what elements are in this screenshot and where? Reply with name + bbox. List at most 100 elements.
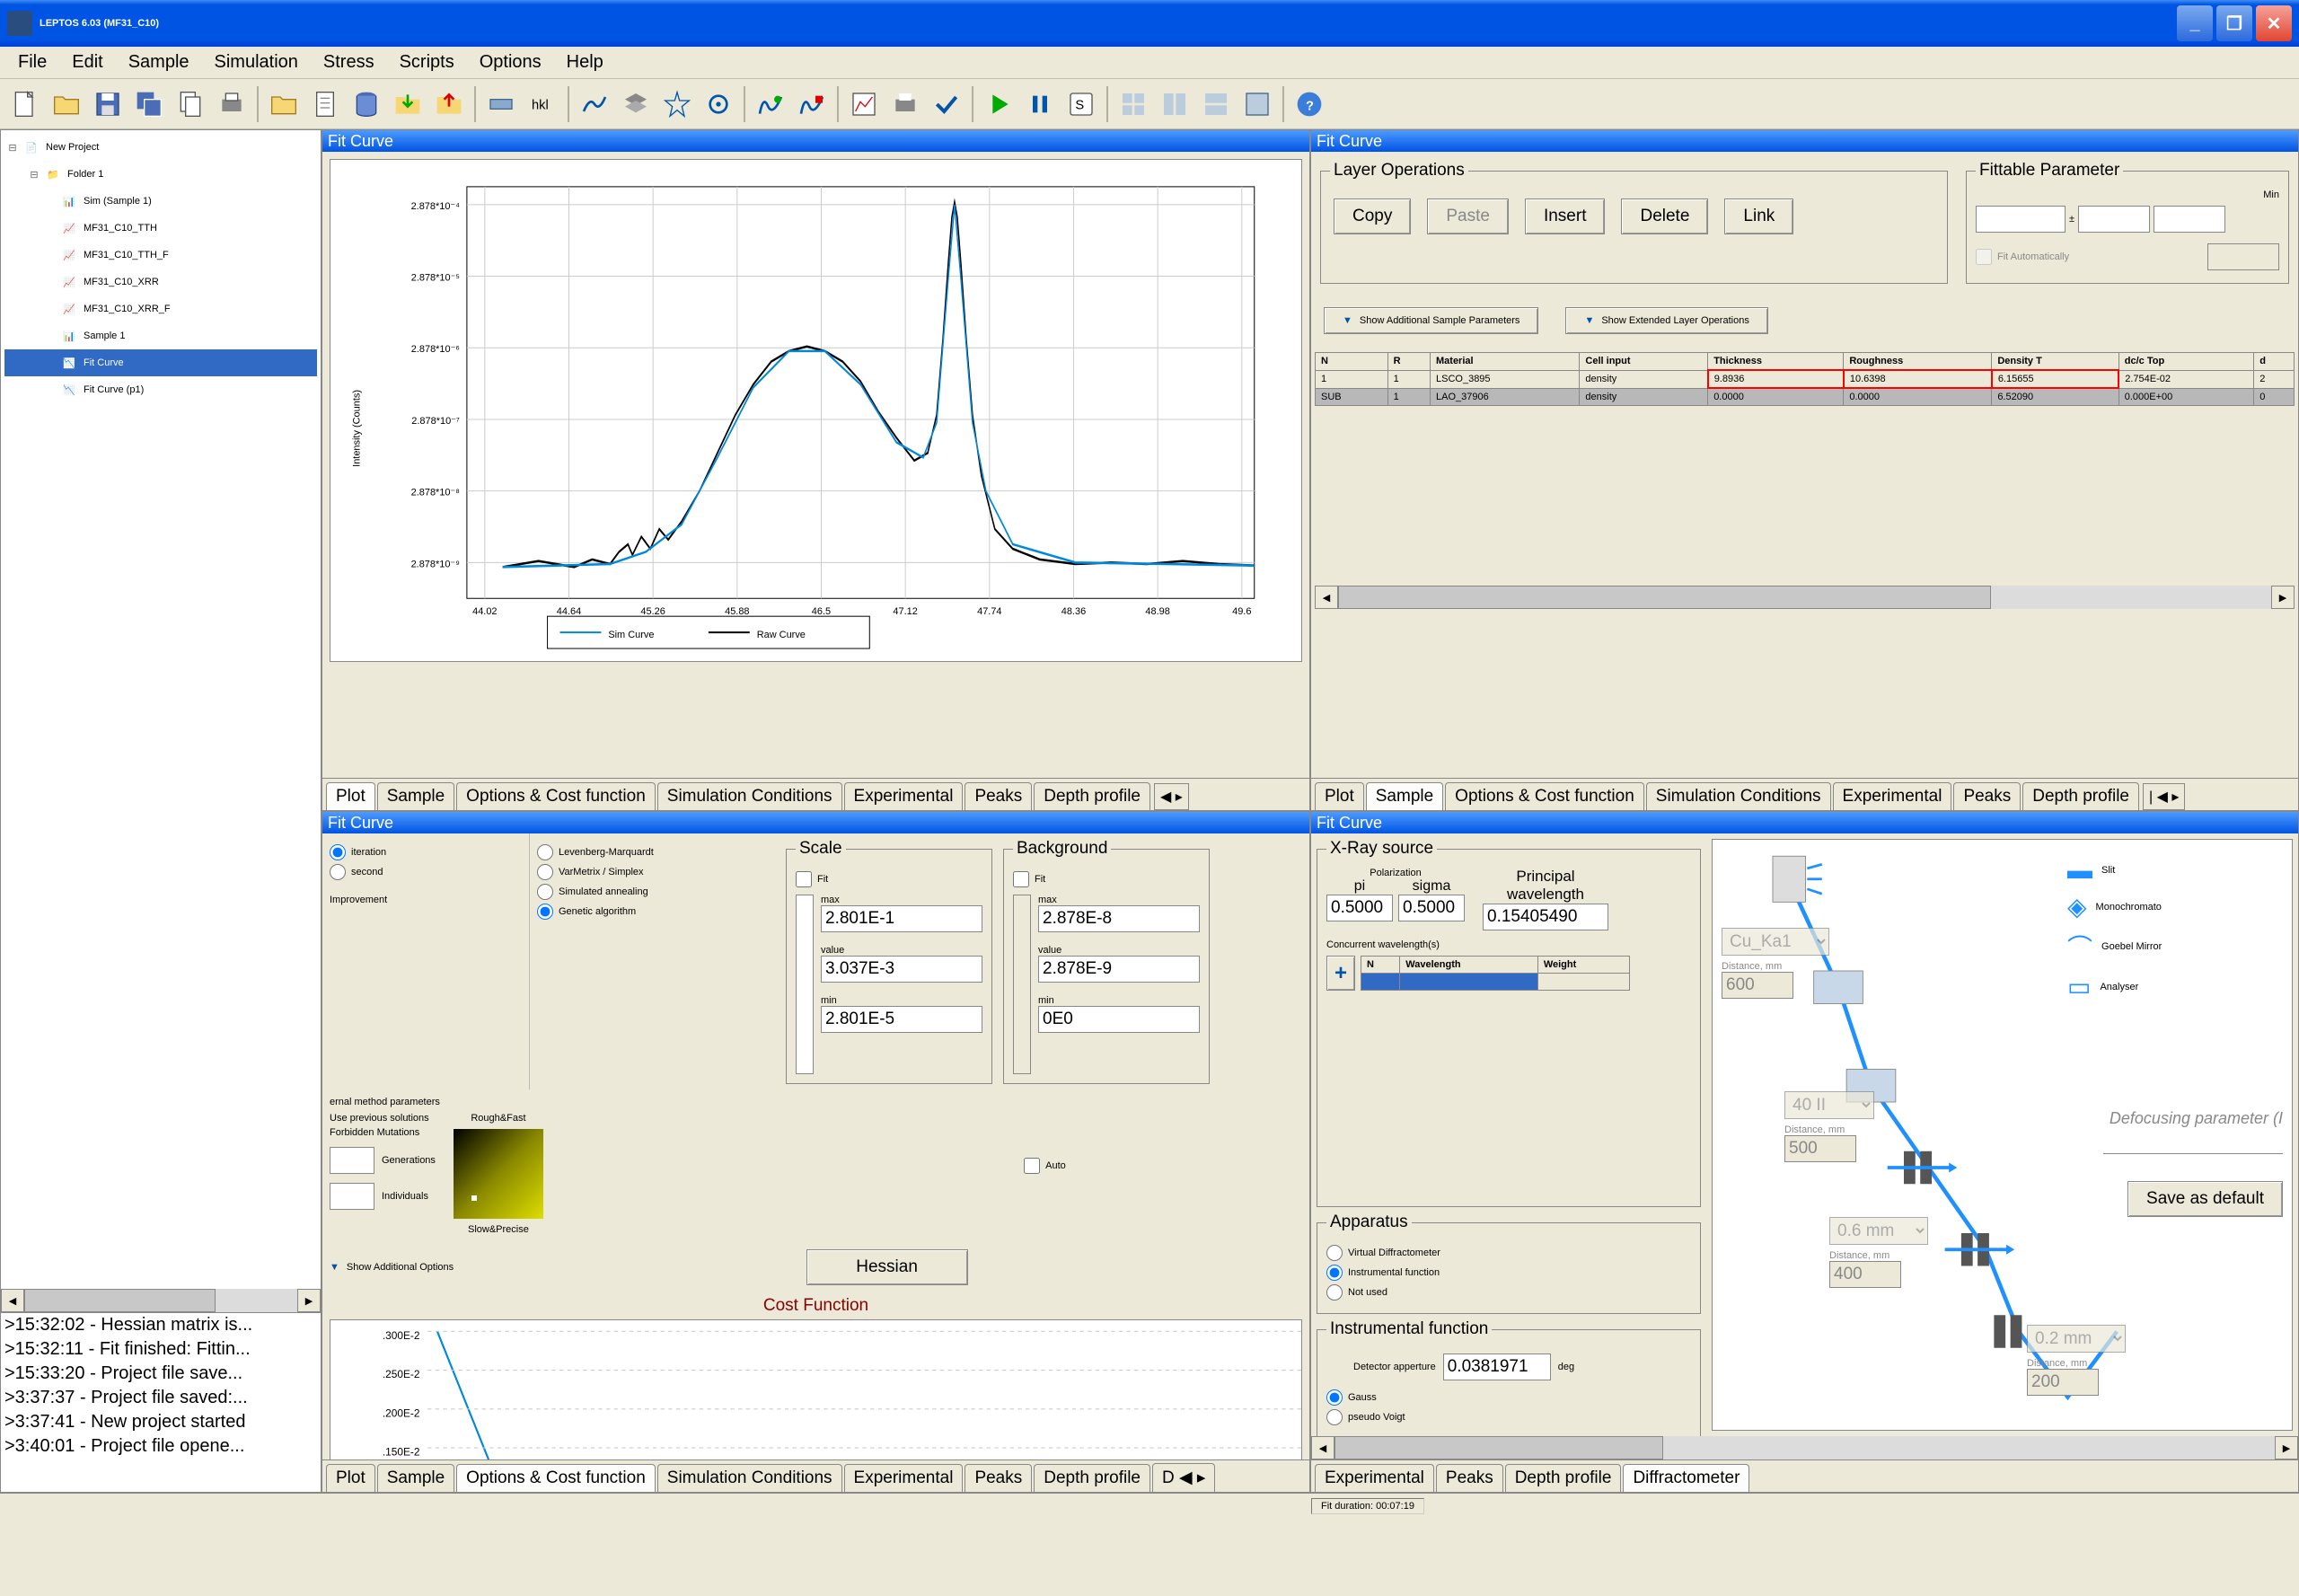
- tool-help[interactable]: ?: [1290, 84, 1329, 124]
- tree-item[interactable]: 📉Fit Curve (p1): [4, 376, 317, 403]
- add-wavelength-button[interactable]: +: [1326, 956, 1355, 991]
- gauss-radio[interactable]: [1326, 1389, 1343, 1406]
- tab-sample[interactable]: Sample: [1366, 782, 1443, 810]
- tool-grid2[interactable]: [1155, 84, 1194, 124]
- menu-sample[interactable]: Sample: [116, 48, 202, 76]
- wavelength-table[interactable]: NWavelengthWeight: [1361, 956, 1630, 991]
- tool-check[interactable]: [927, 84, 966, 124]
- tool-print[interactable]: [212, 84, 251, 124]
- tree-item[interactable]: 📈MF31_C10_XRR: [4, 269, 317, 295]
- bg-fit-checkbox[interactable]: [1013, 871, 1029, 887]
- fit-auto-checkbox[interactable]: [1976, 249, 1992, 265]
- show-layer-ops-button[interactable]: ▼Show Extended Layer Operations: [1565, 307, 1767, 334]
- tree-item[interactable]: 📊Sample 1: [4, 322, 317, 349]
- second-radio[interactable]: [330, 864, 346, 880]
- bg-value-input[interactable]: [1038, 956, 1200, 983]
- tree-scrollbar[interactable]: ◀▶: [1, 1289, 321, 1312]
- fittable-pm-input[interactable]: [2078, 206, 2150, 233]
- tab-nav[interactable]: ◀ ▸: [1154, 783, 1189, 810]
- tree-item[interactable]: 📈MF31_C10_TTH: [4, 215, 317, 242]
- tab-depth-profile[interactable]: Depth profile: [1034, 782, 1150, 810]
- tab-experimental[interactable]: Experimental: [844, 1464, 964, 1492]
- slit-select-3[interactable]: 0.2 mm: [2027, 1325, 2126, 1353]
- tab-simulation-conditions[interactable]: Simulation Conditions: [1646, 782, 1831, 810]
- tool-hkl[interactable]: hkl: [523, 84, 562, 124]
- insert-button[interactable]: Insert: [1525, 198, 1606, 234]
- tab-options-cost-function[interactable]: Options & Cost function: [456, 782, 656, 810]
- tab-peaks[interactable]: Peaks: [965, 1464, 1032, 1492]
- component-item[interactable]: ▭Analyser: [2067, 972, 2283, 1001]
- scale-fit-checkbox[interactable]: [796, 871, 812, 887]
- bg-max-input[interactable]: [1038, 905, 1200, 932]
- tree-root[interactable]: New Project: [46, 142, 99, 153]
- tool-copy[interactable]: [171, 84, 210, 124]
- tool-chart[interactable]: [844, 84, 884, 124]
- generations-input[interactable]: [330, 1147, 374, 1174]
- slit-select-1[interactable]: 40 II: [1784, 1091, 1874, 1119]
- menu-file[interactable]: File: [5, 48, 59, 76]
- tab-sample[interactable]: Sample: [377, 1464, 454, 1492]
- bg-slider[interactable]: [1013, 895, 1031, 1074]
- pi-input[interactable]: [1326, 895, 1393, 921]
- tab-experimental[interactable]: Experimental: [1315, 1464, 1434, 1492]
- tab-options-cost-function[interactable]: Options & Cost function: [1445, 782, 1644, 810]
- tool-run[interactable]: [751, 84, 790, 124]
- tab-options-cost-function[interactable]: Options & Cost function: [456, 1464, 656, 1492]
- source-select[interactable]: Cu_Ka1: [1722, 928, 1829, 956]
- tool-fit[interactable]: [575, 84, 614, 124]
- tab-plot[interactable]: Plot: [326, 782, 375, 810]
- tool-database[interactable]: [347, 84, 386, 124]
- tree-item[interactable]: 📉Fit Curve: [4, 349, 317, 376]
- tab-simulation-conditions[interactable]: Simulation Conditions: [657, 782, 842, 810]
- tool-stop[interactable]: [792, 84, 832, 124]
- apparatus-radio[interactable]: [1326, 1265, 1343, 1281]
- tool-grid4[interactable]: [1238, 84, 1277, 124]
- save-default-button[interactable]: Save as default: [2127, 1181, 2283, 1217]
- detector-apperture-input[interactable]: [1443, 1354, 1551, 1380]
- cost-function-chart[interactable]: .300E-2.250E-2.200E-2.150E-2.100E-2.500E…: [330, 1319, 1302, 1459]
- minimize-button[interactable]: _: [2177, 5, 2213, 41]
- intensity-chart[interactable]: Intensity (Counts) 2.878*10⁻⁴2.878*10⁻⁵2…: [330, 159, 1302, 662]
- tool-grid3[interactable]: [1196, 84, 1236, 124]
- tab-d-[interactable]: D ◀ ▸: [1152, 1463, 1215, 1492]
- iteration-radio[interactable]: [330, 844, 346, 860]
- hessian-button[interactable]: Hessian: [806, 1249, 968, 1285]
- copy-button[interactable]: Copy: [1334, 198, 1411, 234]
- tool-export[interactable]: [429, 84, 469, 124]
- tool-pause[interactable]: [1020, 84, 1060, 124]
- menu-stress[interactable]: Stress: [311, 48, 387, 76]
- tool-import[interactable]: [388, 84, 427, 124]
- component-item[interactable]: ⌒Goebel Mirror: [2067, 929, 2283, 965]
- menu-scripts[interactable]: Scripts: [387, 48, 467, 76]
- distance-input-4[interactable]: [2027, 1369, 2099, 1396]
- tab-depth-profile[interactable]: Depth profile: [1505, 1464, 1622, 1492]
- tab-sample[interactable]: Sample: [377, 782, 454, 810]
- component-item[interactable]: ▬Slit: [2067, 856, 2283, 885]
- menu-edit[interactable]: Edit: [59, 48, 115, 76]
- tree-item[interactable]: 📈MF31_C10_XRR_F: [4, 295, 317, 322]
- paste-button[interactable]: Paste: [1427, 198, 1509, 234]
- tab-plot[interactable]: Plot: [326, 1464, 375, 1492]
- principal-wavelength-input[interactable]: [1483, 904, 1608, 930]
- tree-folder[interactable]: Folder 1: [67, 169, 103, 180]
- tab-diffractometer[interactable]: Diffractometer: [1623, 1464, 1749, 1492]
- scale-max-input[interactable]: [821, 905, 982, 932]
- tab-nav[interactable]: | ◀ ▸: [2143, 783, 2185, 810]
- tool-save-as[interactable]: [129, 84, 169, 124]
- maximize-button[interactable]: ❐: [2216, 5, 2252, 41]
- tab-depth-profile[interactable]: Depth profile: [1034, 1464, 1150, 1492]
- apparatus-radio[interactable]: [1326, 1284, 1343, 1301]
- fittable-value-input[interactable]: [1976, 206, 2066, 233]
- show-additional-label[interactable]: Show Additional Options: [347, 1262, 454, 1273]
- tool-star[interactable]: [657, 84, 697, 124]
- tool-folder[interactable]: [264, 84, 304, 124]
- tool-open[interactable]: [47, 84, 86, 124]
- scale-slider[interactable]: [796, 895, 814, 1074]
- tab-peaks[interactable]: Peaks: [1953, 782, 2021, 810]
- distance-input-2[interactable]: [1784, 1135, 1856, 1162]
- distance-input-1[interactable]: [1722, 972, 1793, 999]
- defocus-slider[interactable]: [2103, 1136, 2283, 1154]
- method-radio[interactable]: [537, 904, 553, 920]
- precision-picker[interactable]: [454, 1129, 543, 1219]
- pseudo-voigt-radio[interactable]: [1326, 1409, 1343, 1425]
